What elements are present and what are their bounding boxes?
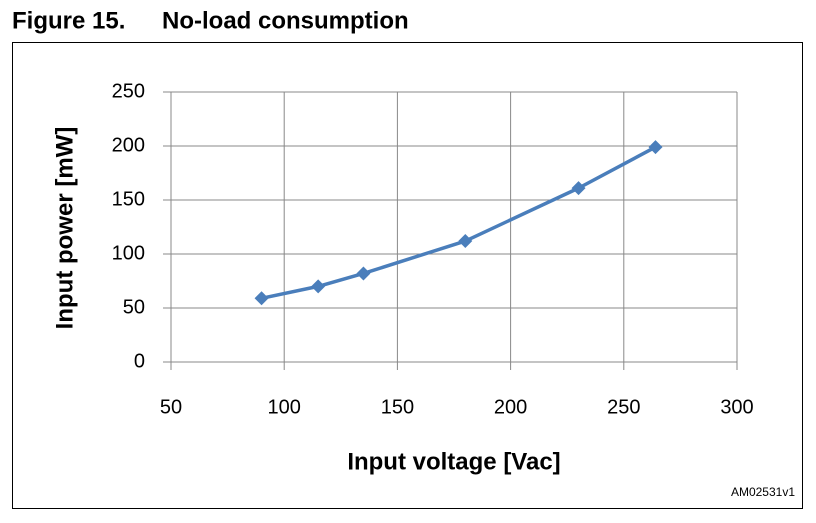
y-tick-label: 100 [112, 242, 145, 264]
x-tick-label: 200 [494, 396, 527, 418]
y-axis-title: Input power [mW] [51, 127, 78, 330]
y-tick-label: 150 [112, 188, 145, 210]
footnote: AM02531v1 [731, 485, 795, 499]
figure-label: Figure 15. [12, 7, 125, 34]
x-tick-label: 250 [607, 396, 640, 418]
data-point [571, 181, 586, 196]
x-tick-label: 50 [160, 396, 182, 418]
x-axis-title: Input voltage [Vac] [347, 448, 560, 475]
data-point [311, 279, 326, 294]
chart-title: No-load consumption [162, 7, 409, 34]
y-tick-label: 250 [112, 80, 145, 102]
data-point [458, 234, 473, 249]
x-tick-label: 150 [381, 396, 414, 418]
figure-frame [12, 42, 803, 509]
x-tick-label: 300 [720, 396, 753, 418]
data-point [648, 140, 663, 155]
data-point [356, 266, 371, 281]
x-tick-label: 100 [268, 396, 301, 418]
y-tick-label: 50 [123, 296, 145, 318]
y-tick-label: 200 [112, 134, 145, 156]
data-line [261, 145, 657, 300]
y-tick-label: 0 [134, 350, 145, 372]
data-point [254, 291, 269, 306]
